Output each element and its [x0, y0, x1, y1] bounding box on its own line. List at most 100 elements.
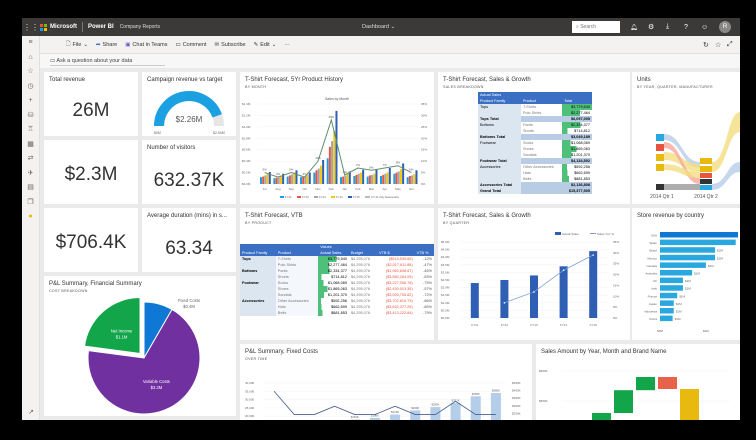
legend-label: FY14 [336, 195, 343, 199]
workspace-name[interactable]: Company Reports [119, 24, 160, 30]
tile-sales-growth[interactable]: T-Shirt Forecast, Sales & Growth BY QUAR… [438, 208, 630, 340]
legend-swatch [280, 196, 284, 198]
notifications-icon[interactable]: 🔔︎ [630, 24, 638, 31]
data-label: 6% [369, 165, 374, 169]
ribbon-node [700, 185, 712, 190]
product-cell: Polo Shirts [275, 262, 319, 268]
total-cell: $1,865,063 [562, 146, 592, 152]
tile-kpi-706k[interactable]: $706.4K [44, 208, 138, 272]
table-row: Shoes $1,865,063 $4,295,076 ($2,430,013.35)… [240, 286, 434, 292]
total-cell: $2,136,808 [570, 183, 590, 187]
vtb-percent-cell: -86% [423, 299, 432, 303]
app-launcher-icon[interactable]: ⋮⋮ [23, 22, 39, 32]
tile-campaign-gauge[interactable]: Campaign revenue vs target $2.26M $0M $2… [142, 72, 236, 136]
tile-units[interactable]: Units BY YEAR, QUARTER, MANUFACTURER 201… [632, 72, 740, 204]
tile-avg-duration[interactable]: Average duration (mins) in s... 63.34 [142, 208, 236, 272]
data-label: $1M [685, 287, 691, 291]
subscribe-button[interactable]: ✉ Subscribe [215, 42, 246, 48]
teams-icon: ▣ [125, 41, 131, 48]
y-tick-label: $2.5M [441, 278, 450, 282]
create-icon[interactable]: + [28, 97, 33, 104]
fullscreen-icon[interactable]: ⤢ [727, 40, 733, 48]
ribbon-node [656, 184, 664, 190]
comment-label: Comment [182, 41, 207, 48]
x-tick-label: FY12 [501, 323, 509, 327]
y-tick-label: $0.8M [242, 136, 251, 140]
edit-menu[interactable]: ✎ Edit ⌄ [253, 41, 277, 48]
subscribe-label: Subscribe [221, 41, 246, 48]
product-cell: Hats [275, 304, 319, 310]
comment-button[interactable]: ▭ Comment [175, 42, 206, 48]
line-point [562, 269, 565, 272]
tile-kpi-2-3m[interactable]: $2.3M [44, 140, 138, 204]
bar-fy13 [384, 173, 387, 184]
family-cell [240, 304, 276, 310]
tile-financial-summary[interactable]: P&L Summary, Financial Summary COST BREA… [44, 276, 236, 416]
chat-in-teams-button[interactable]: ▣ Chat in Teams [125, 42, 167, 48]
x-tick-label: Sep [289, 187, 295, 191]
tile-visitors[interactable]: Number of visitors 632.37K [142, 140, 236, 204]
column-header: VTB % [416, 251, 429, 255]
view-dropdown[interactable]: Dashboard ⌄ [362, 24, 396, 30]
share-button[interactable]: ➦ Share [96, 42, 117, 48]
budget-cell: $4,295,076 [350, 281, 370, 285]
bar-uk [660, 277, 683, 284]
bar-fy15 [308, 172, 311, 184]
share-icon: ➦ [95, 41, 101, 48]
current-workspace-icon[interactable]: ● [28, 213, 33, 220]
tile-sales-amount[interactable]: Sales Amount by Year, Month and Brand Na… [536, 344, 740, 420]
family-cell [478, 128, 521, 134]
refresh-icon[interactable]: ↻ [703, 41, 709, 49]
tile-fixed-costs[interactable]: P&L Summary, Fixed Costs OVER TIME 40,00… [240, 344, 532, 420]
home-icon[interactable]: ⌂ [28, 53, 33, 61]
bar-fy11 [393, 173, 396, 184]
shared-icon[interactable]: ⇄ [27, 155, 34, 162]
help-icon[interactable]: ? [684, 23, 688, 31]
data-label: 3% [276, 172, 281, 176]
bar-china [660, 315, 673, 322]
goals-icon[interactable]: ♖ [27, 126, 34, 133]
tile-total-revenue[interactable]: Total revenue 26M [44, 72, 138, 136]
pencil-icon: ✎ [253, 41, 259, 48]
learn-icon[interactable]: ▤ [27, 184, 34, 191]
x-tick-label: Jun [409, 187, 414, 191]
favorites-icon[interactable]: ☆ [27, 68, 34, 75]
header-row: Product Family Product Actual Sales Budget V… [240, 250, 434, 256]
bar-fy15 [335, 110, 338, 184]
workspaces-icon[interactable]: ❐ [27, 198, 34, 206]
feedback-icon[interactable]: ☺ [701, 23, 709, 31]
more-options-button[interactable]: ··· [284, 41, 290, 48]
data-label: 5% [409, 168, 414, 172]
download-icon[interactable]: ⤓ [666, 23, 670, 30]
avatar[interactable]: R [719, 21, 731, 33]
family-cell [478, 170, 521, 176]
ribbon [712, 112, 740, 172]
file-menu[interactable]: 🗋︎ File ⌄ [66, 41, 88, 48]
recent-icon[interactable]: ◷ [27, 82, 34, 90]
settings-icon[interactable]: ⚙ [648, 24, 655, 31]
tile-product-history[interactable]: T-Shirt Forecast, 5Yr Product History BY… [240, 72, 434, 204]
expand-icon[interactable]: ↗ [28, 408, 34, 416]
datasets-icon[interactable]: ⛁ [27, 111, 34, 119]
sales-by-month-chart: Sales by Month $0.0M 0% $0.2M 5% $0.4M 10% $0.6… [242, 97, 427, 199]
bar-actual-sales [530, 275, 538, 318]
tile-sales-breakdown[interactable]: T-Shirt Forecast, Sales & Growth SALES B… [438, 72, 630, 204]
y2-tick-label: 15% [613, 283, 619, 287]
app-name[interactable]: Power BI [88, 24, 114, 30]
table-row: Tops T-Shirts $3,779,540 $4,295,076 ($515,53… [240, 256, 434, 262]
tile-store-revenue[interactable]: Store revenue by country USA Spain Brazil $… [632, 208, 740, 340]
tile-title: Campaign revenue vs target [147, 77, 223, 83]
apps-icon[interactable]: ▦ [27, 140, 34, 148]
search-input[interactable]: ⌕ Search [572, 21, 620, 33]
favorite-icon[interactable]: ☆ [715, 41, 722, 49]
ribbon [664, 142, 700, 184]
menu-icon[interactable]: ≡ [28, 39, 33, 46]
bar-fy12 [355, 174, 358, 184]
qa-input[interactable]: ▭ Ask a question about your data [50, 56, 165, 66]
bar-usa [660, 232, 738, 238]
deployment-icon[interactable]: ✈ [27, 169, 34, 177]
data-label: $1M [675, 317, 681, 321]
microsoft-logo-icon [40, 23, 47, 31]
tile-vtb[interactable]: T-Shirt Forecast, VTB BY PRODUCT Values P… [240, 208, 434, 340]
table-row: Bottoms Pants $2,334,377 [478, 122, 592, 128]
